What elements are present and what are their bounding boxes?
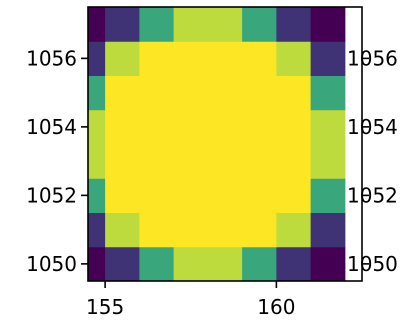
- heatmap-cell: [88, 109, 106, 145]
- heatmap-cell: [88, 144, 106, 179]
- heatmap-cell: [173, 178, 209, 213]
- heatmap-cell: [88, 246, 106, 282]
- heatmap-cell: [105, 109, 140, 145]
- heatmap-cell: [207, 246, 243, 282]
- heatmap-cell: [242, 41, 277, 76]
- heatmap-cell: [88, 7, 106, 42]
- right-y-tick-label: 1056: [347, 46, 398, 70]
- heatmap-cell: [139, 212, 175, 248]
- heatmap-cell: [105, 41, 140, 76]
- x-tick-label: 155: [86, 295, 124, 319]
- heatmap-cell: [105, 246, 140, 282]
- heatmap-cell: [88, 212, 106, 248]
- y-tick-label: 1056: [26, 46, 77, 70]
- heatmap-cell: [207, 178, 243, 213]
- heatmap-cell: [276, 109, 312, 145]
- left-y-axis: 1050 1052 1054 1056: [26, 46, 88, 276]
- heatmap-cell: [310, 212, 346, 248]
- heatmap-cell: [173, 7, 209, 42]
- heatmap-cell: [242, 109, 277, 145]
- y-tick-label: 1050: [26, 252, 77, 276]
- heatmap-cell: [207, 41, 243, 76]
- heatmap-cell: [173, 109, 209, 145]
- heatmap-cell: [173, 246, 209, 282]
- heatmap-cell: [242, 75, 277, 111]
- heatmap-cell: [310, 246, 346, 282]
- heatmap-cell: [242, 7, 277, 42]
- right-y-tick-label: 1054: [347, 115, 398, 139]
- heatmap-cell: [105, 7, 140, 42]
- heatmap-cell: [207, 75, 243, 111]
- heatmap-cell: [242, 246, 277, 282]
- heatmap-cell: [310, 109, 346, 145]
- heatmap-cell: [139, 7, 175, 42]
- heatmap-cell: [88, 41, 106, 76]
- heatmap-cells: [88, 7, 346, 282]
- heatmap-cell: [139, 75, 175, 111]
- heatmap-cell: [276, 178, 312, 213]
- right-y-tick-label: 1050: [347, 252, 398, 276]
- y-tick-label: 1054: [26, 115, 77, 139]
- heatmap-cell: [105, 75, 140, 111]
- heatmap-cell: [173, 144, 209, 179]
- heatmap-cell: [276, 75, 312, 111]
- plot-frame: [87, 6, 363, 282]
- heatmap-cell: [207, 212, 243, 248]
- heatmap-cell: [310, 41, 346, 76]
- heatmap-cell: [276, 7, 312, 42]
- heatmap-cell: [173, 41, 209, 76]
- heatmap-cell: [310, 178, 346, 213]
- heatmap-cell: [276, 144, 312, 179]
- x-axis: 155 160: [86, 281, 295, 319]
- heatmap-cell: [242, 144, 277, 179]
- heatmap-cell: [276, 41, 312, 76]
- heatmap-cell: [276, 246, 312, 282]
- heatmap-cell: [139, 246, 175, 282]
- heatmap-cell: [139, 144, 175, 179]
- heatmap-cell: [242, 178, 277, 213]
- heatmap-cell: [310, 7, 346, 42]
- x-tick-label: 160: [257, 295, 295, 319]
- heatmap-cell: [207, 109, 243, 145]
- heatmap-cell: [207, 7, 243, 42]
- heatmap-cell: [105, 212, 140, 248]
- heatmap-cell: [105, 144, 140, 179]
- heatmap-cell: [139, 178, 175, 213]
- right-y-axis: 1050 1052 1054 1056: [347, 46, 398, 276]
- heatmap-cell: [105, 178, 140, 213]
- heatmap-cell: [88, 178, 106, 213]
- heatmap-cell: [139, 109, 175, 145]
- heatmap-cell: [207, 144, 243, 179]
- heatmap-cell: [173, 75, 209, 111]
- heatmap-cell: [139, 41, 175, 76]
- heatmap-cell: [276, 212, 312, 248]
- right-y-tick-label: 1052: [347, 183, 398, 207]
- heatmap-cell: [242, 212, 277, 248]
- y-tick-label: 1052: [26, 183, 77, 207]
- heatmap-cell: [310, 75, 346, 111]
- heatmap-cell: [88, 75, 106, 111]
- heatmap-cell: [310, 144, 346, 179]
- heatmap-cell: [173, 212, 209, 248]
